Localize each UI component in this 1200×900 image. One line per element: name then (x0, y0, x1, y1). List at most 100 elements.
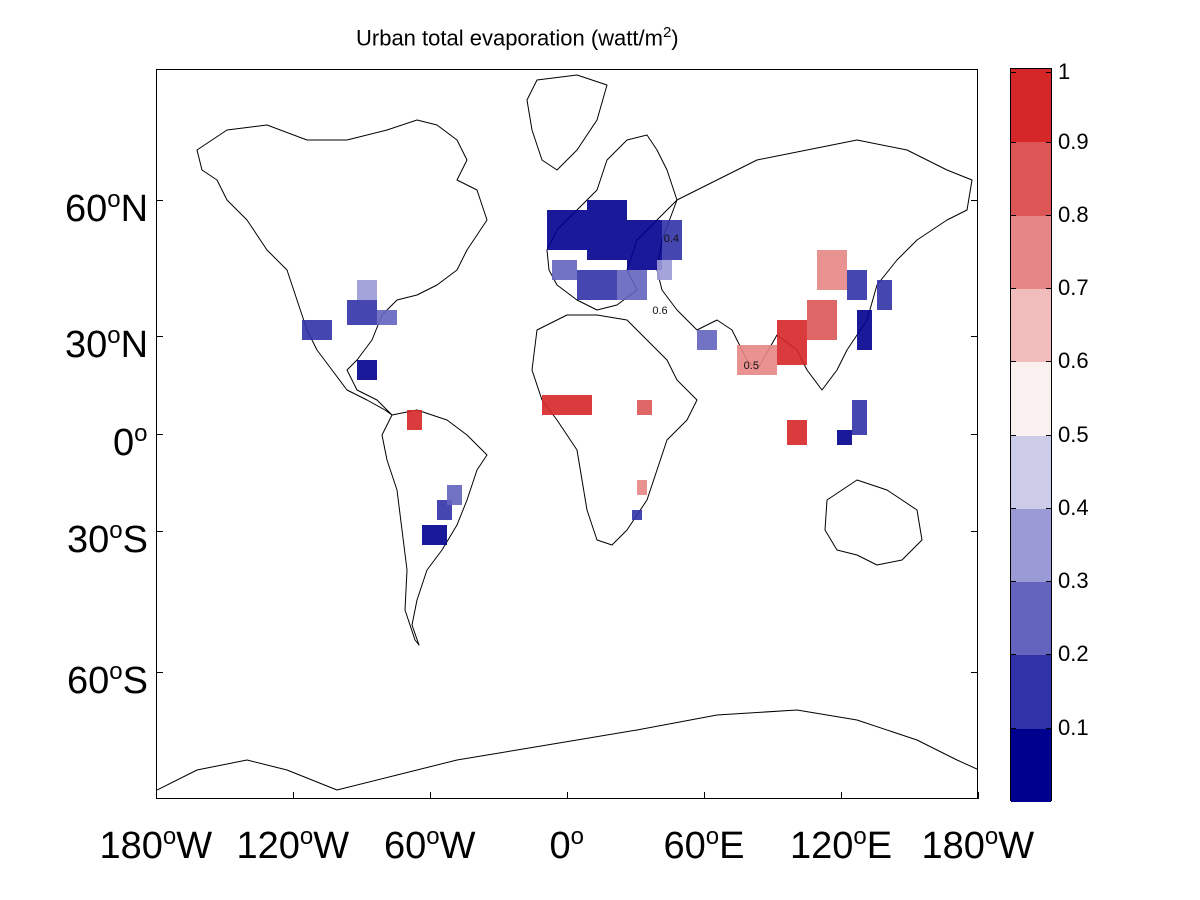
data-cell (817, 250, 847, 290)
colorbar-tick (1010, 215, 1016, 216)
lat-tick (156, 200, 163, 201)
data-cell (617, 270, 647, 300)
data-cell (577, 270, 617, 300)
colorbar-tick (1046, 72, 1052, 73)
colorbar-segment (1011, 215, 1051, 290)
data-cell (697, 330, 717, 350)
lat-tick (156, 531, 163, 532)
colorbar-tick (1010, 508, 1016, 509)
data-cell (737, 345, 777, 375)
australia-outline (824, 479, 923, 566)
lon-tick-label: 120oE (790, 823, 893, 867)
colorbar-tick (1010, 435, 1016, 436)
colorbar-tick (1010, 361, 1016, 362)
colorbar (1010, 68, 1052, 803)
lat-tick (971, 672, 978, 673)
lat-tick (156, 672, 163, 673)
colorbar-tick (1046, 142, 1052, 143)
data-cell (552, 260, 577, 280)
colorbar-tick (1046, 288, 1052, 289)
antarctica-outline (157, 709, 977, 791)
lat-tick (156, 336, 163, 337)
colorbar-label: 0.7 (1058, 275, 1089, 300)
contour-label: 0.5 (743, 360, 759, 372)
data-cell (422, 525, 447, 545)
colorbar-segment (1011, 142, 1051, 217)
colorbar-segment (1011, 508, 1051, 583)
lat-tick-label: 60oN (65, 186, 149, 230)
south-america-outline (381, 409, 488, 646)
data-cell (542, 395, 592, 415)
data-cell (302, 320, 332, 340)
lon-tick (293, 792, 294, 799)
greenland-outline (526, 74, 608, 171)
colorbar-tick (1010, 288, 1016, 289)
lat-tick (971, 336, 978, 337)
north-america-outline (196, 119, 488, 416)
colorbar-label: 0.8 (1058, 202, 1089, 227)
contour-label: 0.4 (663, 233, 680, 245)
colorbar-tick (1046, 654, 1052, 655)
map-area (156, 69, 978, 799)
lat-tick-label: 0o (113, 420, 148, 464)
data-cell (807, 300, 837, 340)
lon-tick (567, 792, 568, 799)
lat-tick (971, 434, 978, 435)
data-cell (662, 220, 682, 260)
data-cell (857, 310, 872, 350)
colorbar-label: 0.1 (1058, 715, 1089, 740)
lon-tick (430, 792, 431, 799)
lon-tick-label: 180oW (99, 823, 213, 867)
colorbar-segment (1011, 655, 1051, 730)
data-cell (852, 400, 867, 435)
colorbar-label: 0.3 (1058, 568, 1089, 593)
data-cell (357, 360, 377, 380)
data-cell (847, 270, 867, 300)
lon-tick (156, 792, 157, 799)
colorbar-label: 0.9 (1058, 129, 1089, 154)
data-cell (627, 220, 662, 270)
colorbar-tick (1046, 215, 1052, 216)
lon-tick (978, 792, 979, 799)
colorbar-segment (1011, 582, 1051, 656)
colorbar-segment (1011, 362, 1051, 436)
colorbar-label: 0.5 (1058, 422, 1089, 447)
lon-tick-label: 180oW (921, 823, 1035, 867)
data-cell (837, 430, 852, 445)
asia-outline (656, 139, 973, 391)
lat-tick-label: 30oN (65, 322, 149, 366)
lon-tick-label: 0o (549, 823, 585, 867)
lat-tick (971, 200, 978, 201)
colorbar-tick (1046, 581, 1052, 582)
colorbar-segment (1011, 288, 1051, 363)
colorbar-label: 0.2 (1058, 641, 1089, 666)
colorbar-tick (1046, 361, 1052, 362)
lon-tick-label: 60oE (663, 823, 745, 867)
lat-tick (971, 531, 978, 532)
data-cell (632, 510, 642, 520)
data-cell (637, 480, 647, 495)
colorbar-segment (1011, 728, 1051, 803)
data-cell (547, 210, 587, 250)
colorbar-tick (1010, 72, 1016, 73)
colorbar-tick (1010, 581, 1016, 582)
lon-tick (704, 792, 705, 799)
colorbar-tick (1046, 508, 1052, 509)
lon-tick-label: 120oW (236, 823, 350, 867)
lon-tick-label: 60oW (384, 823, 476, 867)
data-cell (407, 410, 422, 430)
colorbar-segment (1011, 435, 1051, 510)
colorbar-tick (1010, 142, 1016, 143)
data-cell (637, 400, 652, 415)
colorbar-tick (1010, 654, 1016, 655)
data-cell (587, 200, 627, 260)
map-title: Urban total evaporation (watt/m2) (356, 24, 679, 51)
colorbar-label: 0.4 (1058, 495, 1089, 520)
data-cell (787, 420, 807, 445)
data-cell (777, 320, 807, 365)
lat-tick-label: 30oS (67, 517, 148, 561)
colorbar-tick (1046, 435, 1052, 436)
colorbar-label: 1 (1058, 59, 1071, 84)
data-cell (447, 485, 462, 505)
colorbar-segment (1011, 69, 1051, 143)
